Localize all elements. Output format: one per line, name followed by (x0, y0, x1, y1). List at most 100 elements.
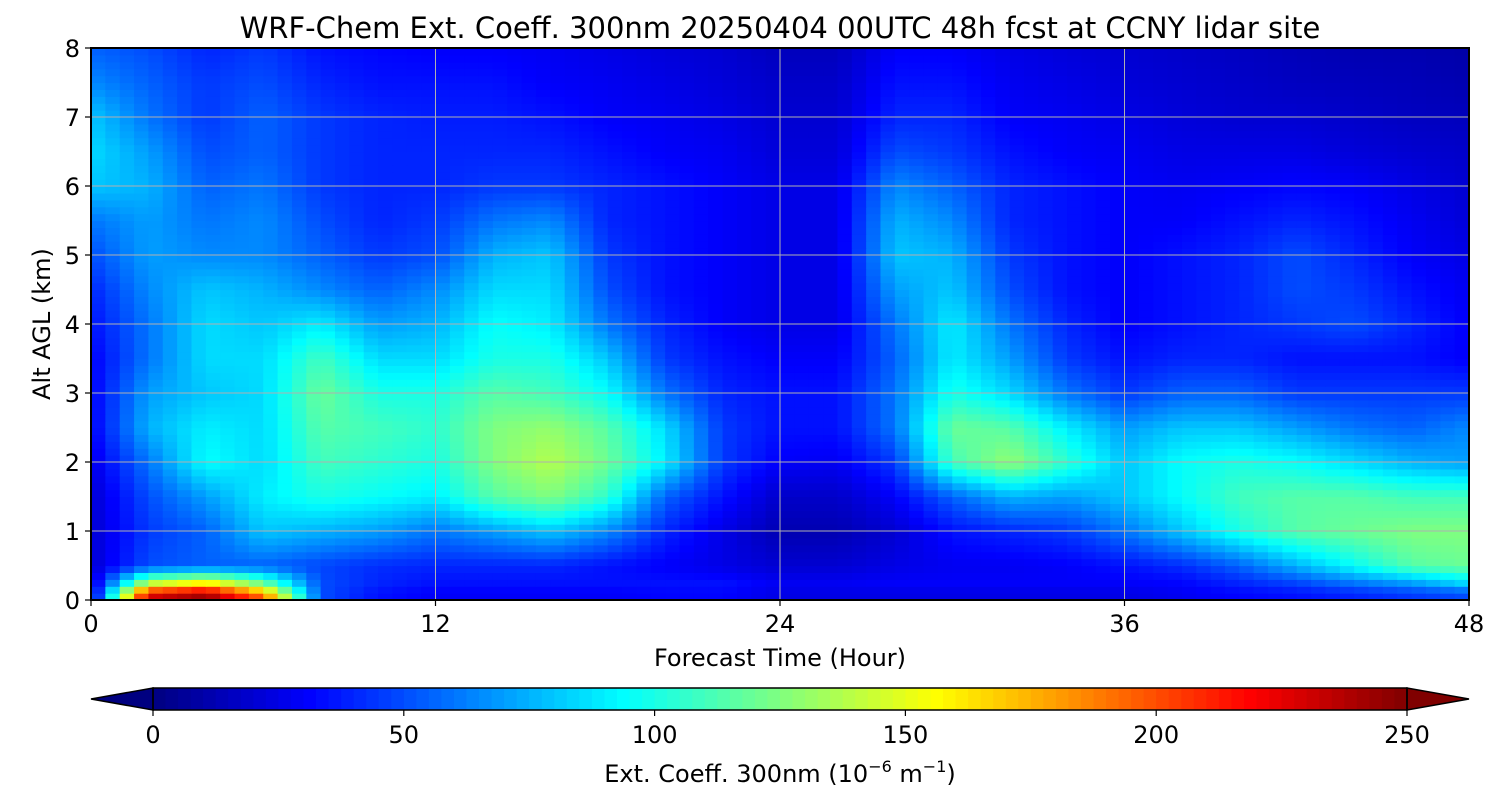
heatmap-cell (248, 344, 264, 353)
heatmap-cell (1354, 303, 1370, 311)
heatmap-cell (1425, 517, 1441, 525)
heatmap-cell (593, 482, 609, 491)
heatmap-cell (234, 344, 250, 353)
heatmap-cell (277, 448, 293, 456)
heatmap-cell (1052, 317, 1068, 325)
heatmap-cell (406, 379, 422, 387)
heatmap-cell (1009, 531, 1025, 539)
heatmap-cell (191, 310, 207, 318)
heatmap-cell (1382, 593, 1398, 601)
heatmap-cell (593, 544, 609, 553)
heatmap-cell (751, 296, 767, 304)
heatmap-cell (1411, 537, 1427, 546)
heatmap-cell (579, 427, 594, 435)
heatmap-cell (435, 427, 451, 435)
heatmap-cell (1210, 531, 1226, 539)
heatmap-cell (650, 496, 666, 504)
heatmap-cell (1440, 282, 1456, 291)
heatmap-cell (1196, 427, 1212, 435)
heatmap-cell (91, 455, 106, 463)
heatmap-cell (564, 282, 580, 291)
heatmap-cell (148, 344, 164, 353)
heatmap-cell (564, 317, 580, 325)
heatmap-cell (1067, 393, 1083, 401)
heatmap-cell (550, 579, 566, 587)
heatmap-cell (607, 586, 623, 594)
heatmap-cell (492, 441, 508, 449)
heatmap-cell (1239, 462, 1255, 470)
heatmap-cell (392, 455, 408, 463)
heatmap-cell (335, 551, 350, 560)
heatmap-cell (736, 579, 752, 587)
heatmap-cell (1296, 365, 1312, 373)
heatmap-cell (449, 503, 465, 511)
heatmap-cell (1440, 510, 1456, 518)
heatmap-cell (1368, 289, 1384, 297)
heatmap-cell (894, 531, 910, 539)
heatmap-cell (650, 296, 666, 304)
heatmap-cell (1124, 593, 1140, 601)
heatmap-cell (119, 261, 135, 270)
heatmap-cell (277, 344, 293, 353)
heatmap-cell (1425, 351, 1441, 360)
heatmap-cell (205, 393, 221, 401)
heatmap-cell (722, 282, 738, 291)
heatmap-cell (1253, 324, 1269, 332)
heatmap-cell (794, 544, 810, 553)
heatmap-cell (1440, 462, 1456, 470)
heatmap-cell (392, 365, 408, 373)
heatmap-cell (220, 406, 236, 415)
heatmap-cell (1009, 496, 1025, 504)
heatmap-cell (923, 268, 939, 277)
heatmap-cell (1296, 482, 1312, 491)
heatmap-cell (535, 517, 551, 525)
heatmap-cell (421, 489, 437, 498)
heatmap-cell (593, 248, 609, 256)
heatmap-cell (622, 503, 638, 511)
heatmap-cell (1354, 310, 1370, 318)
heatmap-cell (1224, 551, 1240, 560)
heatmap-cell (105, 241, 121, 249)
heatmap-cell (1311, 503, 1327, 511)
heatmap-cell (205, 261, 221, 270)
heatmap-cell (650, 572, 666, 580)
heatmap-cell (421, 310, 437, 318)
heatmap-cell (1397, 413, 1413, 422)
heatmap-cell (205, 303, 221, 311)
heatmap-cell (1038, 337, 1054, 346)
heatmap-cell (952, 434, 968, 442)
heatmap-cell (909, 434, 925, 442)
heatmap-cell (134, 434, 150, 442)
heatmap-cell (507, 296, 523, 304)
heatmap-cell (937, 503, 953, 511)
heatmap-cell (1196, 337, 1212, 346)
heatmap-cell (378, 296, 394, 304)
heatmap-cell (765, 482, 781, 491)
heatmap-cell (808, 496, 824, 504)
heatmap-cell (1009, 489, 1025, 498)
heatmap-cell (1181, 351, 1197, 360)
heatmap-cell (1110, 572, 1126, 580)
heatmap-cell (579, 517, 594, 525)
heatmap-cell (148, 351, 164, 360)
heatmap-cell (335, 358, 350, 366)
heatmap-cell (421, 386, 437, 394)
heatmap-cell (162, 379, 178, 387)
heatmap-cell (1354, 261, 1370, 270)
heatmap-cell (320, 296, 336, 304)
heatmap-cell (134, 248, 150, 256)
heatmap-cell (823, 427, 839, 435)
heatmap-cell (1153, 282, 1169, 291)
heatmap-cell (1368, 565, 1384, 573)
heatmap-cell (148, 593, 164, 601)
heatmap-cell (464, 365, 480, 373)
heatmap-cell (1296, 468, 1312, 477)
heatmap-cell (1282, 448, 1298, 456)
heatmap-cell (1095, 393, 1111, 401)
heatmap-cell (1210, 317, 1226, 325)
heatmap-cell (1382, 248, 1398, 256)
heatmap-cell (823, 558, 839, 567)
heatmap-cell (980, 579, 996, 587)
heatmap-cell (234, 462, 250, 470)
heatmap-cell (91, 324, 106, 332)
